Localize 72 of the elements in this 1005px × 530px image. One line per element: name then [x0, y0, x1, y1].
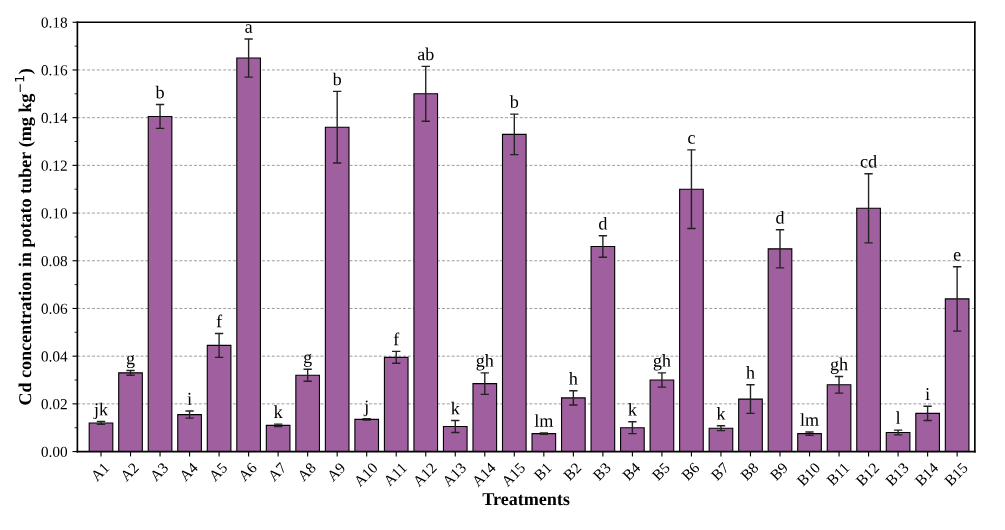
data-label: ab	[417, 47, 434, 61]
data-label: b	[155, 85, 164, 99]
x-tick-label: A8	[296, 462, 317, 482]
x-tick-label: B6	[680, 461, 701, 482]
data-label: gh	[830, 357, 848, 375]
x-tick-label: A13	[441, 462, 467, 488]
x-tick-label: A14	[471, 461, 497, 488]
x-tick-label: B14	[914, 461, 940, 487]
x-tick-label: A1	[89, 462, 110, 482]
y-tick-label: 0.02	[41, 399, 67, 410]
data-label: j	[363, 400, 368, 417]
data-label: gh	[476, 354, 494, 371]
data-label: e	[953, 251, 961, 261]
x-tick-label: A11	[382, 462, 408, 487]
x-tick-label: B8	[739, 462, 760, 482]
x-tick-label: A12	[411, 462, 438, 488]
data-label: lm	[800, 413, 819, 426]
data-label: f	[393, 332, 400, 346]
data-label: b	[509, 95, 519, 109]
data-label: k	[716, 407, 726, 420]
x-tick-label: B3	[592, 462, 612, 482]
x-tick-label: A2	[119, 462, 140, 482]
data-label: b	[332, 72, 341, 86]
x-tick-label: A4	[178, 461, 199, 482]
data-label: k	[273, 405, 283, 418]
x-tick-label: B4	[621, 461, 642, 482]
x-tick-label: B9	[769, 462, 789, 482]
x-tick-label: A5	[208, 462, 228, 482]
y-tick-label: 0.00	[41, 446, 68, 458]
y-tick-label: 0.04	[41, 351, 68, 362]
data-label: h	[746, 366, 755, 379]
data-label: d	[599, 216, 608, 230]
x-tick-label: B11	[826, 462, 850, 487]
y-tick-label: 0.10	[41, 208, 68, 219]
data-label: a	[245, 24, 253, 33]
y-tick-label: 0.16	[41, 65, 68, 76]
x-tick-label: A7	[267, 461, 288, 482]
x-axis-title: Treatments	[482, 493, 570, 506]
data-label: lm	[534, 414, 554, 427]
x-tick-label: B5	[651, 462, 671, 482]
x-tick-label: A3	[149, 462, 169, 482]
y-tick-label: 0.14	[41, 112, 68, 124]
data-label: i	[925, 388, 930, 401]
data-label: i	[187, 392, 192, 405]
data-label: c	[688, 135, 695, 144]
y-axis-title: Cd concentration in potato tuber (mg kg$^{−1}$)	[14, 69, 36, 405]
x-tick-label: A6	[237, 461, 258, 482]
data-label: d	[776, 211, 785, 224]
data-label: g	[126, 354, 135, 369]
y-tick-label: 0.18	[41, 17, 68, 28]
x-tick-label: A9	[326, 462, 347, 482]
data-label: jk	[93, 402, 109, 420]
x-tick-label: B10	[796, 462, 821, 487]
data-label: gh	[653, 354, 671, 371]
x-tick-label: B13	[884, 462, 910, 487]
x-tick-label: B12	[855, 462, 880, 487]
x-tick-label: A15	[500, 462, 526, 488]
data-label: h	[569, 371, 578, 385]
data-label: g	[303, 353, 312, 367]
data-label: k	[451, 401, 460, 415]
y-tick-label: 0.08	[41, 255, 68, 267]
x-tick-label: A10	[352, 462, 379, 488]
x-tick-label: B2	[562, 462, 582, 482]
x-tick-label: B15	[943, 462, 969, 487]
data-label: l	[895, 411, 901, 424]
y-tick-label: 0.12	[41, 160, 67, 171]
y-tick-label: 0.06	[41, 303, 68, 314]
x-tick-label: B1	[533, 462, 553, 482]
x-tick-label: B7	[710, 462, 730, 482]
data-label: cd	[860, 154, 877, 168]
data-label: k	[628, 402, 637, 416]
data-label: f	[216, 314, 223, 328]
